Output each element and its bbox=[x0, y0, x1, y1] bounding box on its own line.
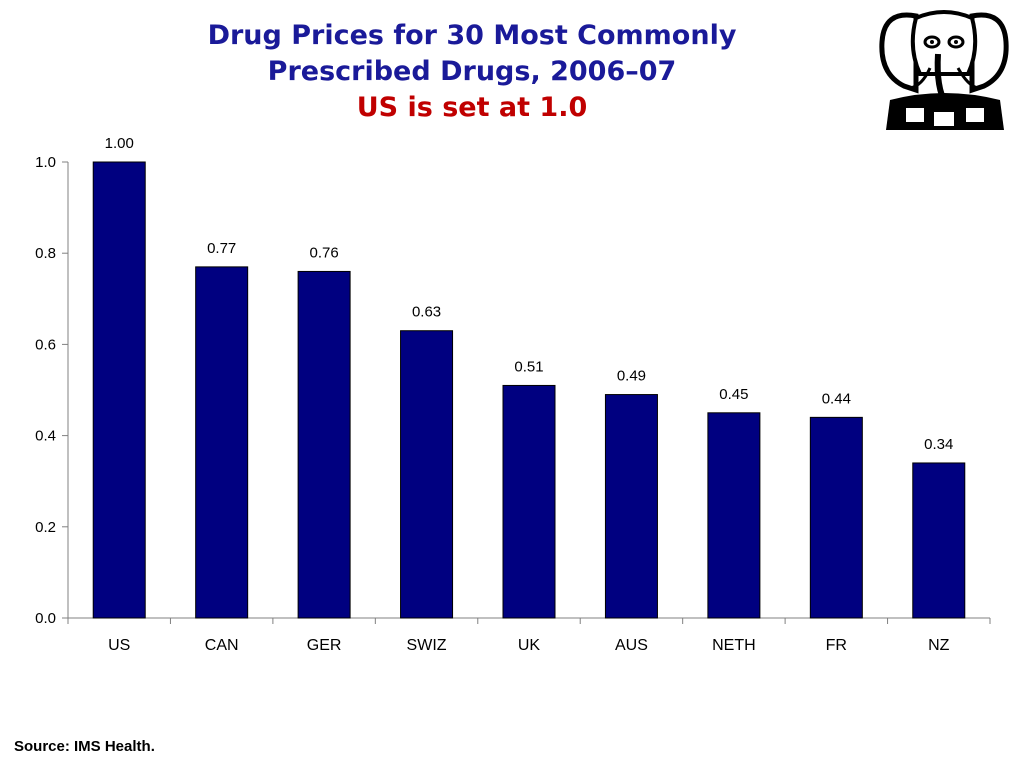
x-tick-label: CAN bbox=[205, 637, 239, 654]
y-tick-label: 0.2 bbox=[35, 519, 56, 536]
y-tick-label: 0.0 bbox=[35, 610, 56, 627]
x-tick-label: SWIZ bbox=[407, 637, 447, 654]
data-label: 0.76 bbox=[310, 244, 339, 261]
elephant-logo-icon bbox=[879, 10, 1009, 130]
y-tick-label: 1.0 bbox=[35, 154, 56, 171]
data-label: 0.51 bbox=[514, 358, 543, 375]
x-tick-label: US bbox=[108, 637, 130, 654]
bar-fr bbox=[809, 416, 863, 619]
data-label: 0.63 bbox=[412, 304, 441, 321]
data-label: 0.34 bbox=[924, 436, 953, 453]
x-tick-label: FR bbox=[826, 637, 847, 654]
data-label: 0.77 bbox=[207, 240, 236, 257]
bar-aus bbox=[604, 394, 658, 619]
data-label: 0.45 bbox=[719, 386, 748, 403]
x-tick-label: GER bbox=[307, 637, 342, 654]
data-label: 1.00 bbox=[105, 135, 134, 152]
chart-title: Drug Prices for 30 Most Commonly Prescri… bbox=[162, 18, 782, 126]
chart-title-line-1: Drug Prices for 30 Most Commonly bbox=[207, 20, 737, 51]
x-tick-label: AUS bbox=[615, 637, 648, 654]
bar-can bbox=[195, 266, 249, 619]
bar-uk bbox=[502, 384, 556, 619]
bar-us bbox=[92, 161, 146, 619]
bar-nz bbox=[912, 462, 966, 619]
x-tick-label: UK bbox=[518, 637, 541, 654]
chart-subtitle: US is set at 1.0 bbox=[356, 92, 588, 123]
x-tick-label: NZ bbox=[928, 637, 950, 654]
y-tick-label: 0.4 bbox=[35, 428, 56, 445]
bar-ger bbox=[297, 270, 351, 619]
y-tick-label: 0.6 bbox=[35, 336, 56, 353]
bar-neth bbox=[707, 412, 761, 619]
bar-swiz bbox=[400, 330, 454, 619]
chart-title-line-2: Prescribed Drugs, 2006–07 bbox=[267, 56, 677, 87]
x-tick-label: NETH bbox=[712, 637, 756, 654]
source-note: Source: IMS Health. bbox=[14, 738, 155, 755]
bar-chart: 0.0 0.2 0.4 0.6 0.8 1.0 1.00 US 0.77 CAN 0.76 GER 0.… bbox=[35, 135, 991, 654]
y-tick-label: 0.8 bbox=[35, 245, 56, 262]
data-label: 0.49 bbox=[617, 368, 646, 385]
data-label: 0.44 bbox=[822, 390, 851, 407]
